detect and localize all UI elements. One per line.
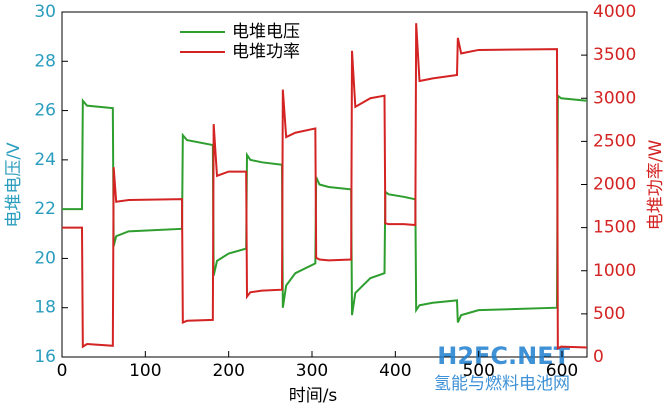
y2-tick-label: 2000 [593, 175, 636, 195]
y-tick-label: 24 [34, 150, 56, 170]
y-axis-label: 电堆电压/V [4, 142, 24, 228]
x-tick-label: 600 [546, 361, 578, 381]
y2-tick-label: 2500 [593, 131, 636, 151]
x-tick-label: 0 [57, 361, 68, 381]
x-tick-label: 300 [296, 361, 328, 381]
y2-tick-label: 3500 [593, 45, 636, 65]
legend-label: 电堆功率 [232, 42, 300, 62]
x-tick-label: 500 [462, 361, 494, 381]
watermark: H2FC.NET [437, 342, 570, 370]
y-tick-label: 20 [34, 248, 56, 268]
y-tick-label: 28 [34, 51, 56, 71]
y2-tick-label: 500 [593, 304, 625, 324]
y2-axis-label: 电堆功率/W [646, 140, 666, 231]
y2-tick-label: 4000 [593, 2, 636, 22]
y2-tick-label: 3000 [593, 88, 636, 108]
y-tick-label: 18 [34, 298, 56, 318]
x-tick-label: 400 [379, 361, 411, 381]
x-axis-label: 时间/s [289, 386, 338, 406]
y2-tick-label: 1000 [593, 261, 636, 281]
y2-tick-label: 0 [593, 347, 604, 367]
series-line [62, 23, 588, 351]
y-tick-label: 26 [34, 101, 56, 121]
x-tick-label: 100 [129, 361, 161, 381]
y-tick-label: 30 [34, 2, 56, 22]
series-line [62, 93, 588, 323]
y-tick-label: 22 [34, 199, 56, 219]
y-tick-label: 16 [34, 347, 56, 367]
watermark-sub: 氢能与燃料电池网 [434, 374, 570, 394]
y2-tick-label: 1500 [593, 218, 636, 238]
plot-frame [61, 11, 588, 358]
x-tick-label: 200 [212, 361, 244, 381]
legend-label: 电堆电压 [232, 22, 300, 42]
